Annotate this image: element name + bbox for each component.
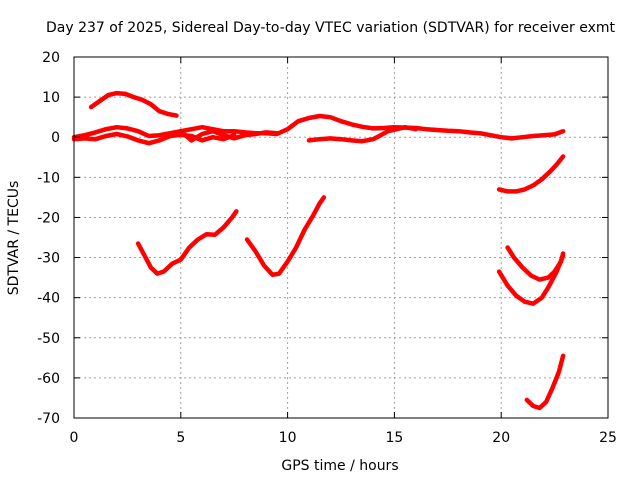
series-arc-11 bbox=[524, 353, 566, 411]
y-tick-label: -30 bbox=[37, 251, 60, 267]
series-arc-2 bbox=[71, 113, 566, 141]
y-tick-label: -40 bbox=[37, 291, 60, 307]
chart-title: Day 237 of 2025, Sidereal Day-to-day VTE… bbox=[46, 20, 616, 36]
y-tick-label: -50 bbox=[37, 331, 60, 347]
plot-frame bbox=[73, 56, 609, 419]
series-arc-5 bbox=[306, 124, 419, 144]
x-tick-label: 10 bbox=[279, 430, 297, 446]
axis-ticks bbox=[73, 56, 609, 419]
x-tick-label: 0 bbox=[70, 430, 79, 446]
x-tick-label: 15 bbox=[385, 430, 403, 446]
y-tick-label: -20 bbox=[37, 210, 60, 226]
y-tick-label: 20 bbox=[42, 50, 60, 66]
x-tick-label: 20 bbox=[492, 430, 510, 446]
series-group bbox=[71, 90, 566, 411]
x-tick-label: 25 bbox=[599, 430, 617, 446]
y-tick-label: 0 bbox=[51, 130, 60, 146]
series-arc-3 bbox=[71, 131, 237, 146]
y-tick-label: -70 bbox=[37, 411, 60, 427]
series-arc-1 bbox=[88, 90, 179, 118]
series-arc-8 bbox=[496, 154, 566, 194]
x-tick-labels: 0 5 10 15 20 25 bbox=[70, 430, 617, 446]
x-tick-label: 5 bbox=[176, 430, 185, 446]
series-arc-4 bbox=[167, 128, 280, 143]
y-tick-label: -10 bbox=[37, 170, 60, 186]
grid bbox=[74, 57, 608, 418]
x-axis-label: GPS time / hours bbox=[281, 458, 398, 474]
y-tick-labels: 20 10 0 -10 -20 -30 -40 -50 -60 -70 bbox=[37, 50, 60, 427]
series-arc-6 bbox=[135, 209, 239, 276]
y-tick-label: 10 bbox=[42, 90, 60, 106]
series-arc-7 bbox=[244, 195, 327, 278]
series-arc-10 bbox=[496, 253, 566, 306]
y-tick-label: -60 bbox=[37, 371, 60, 387]
y-axis-label: SDTVAR / TECUs bbox=[6, 181, 22, 296]
